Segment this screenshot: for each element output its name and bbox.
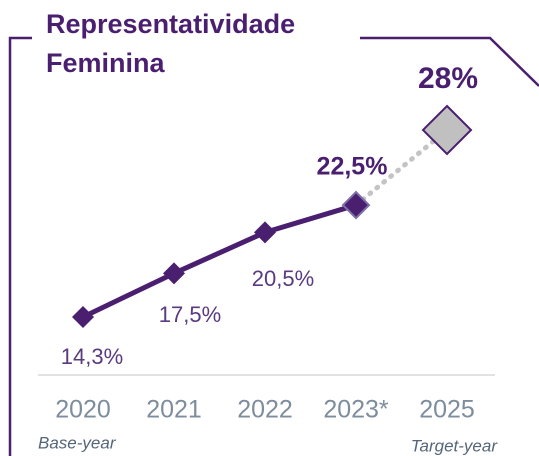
- data-label: 28%: [418, 62, 478, 95]
- x-tick-label: 2020: [55, 396, 111, 424]
- marker: [341, 190, 371, 220]
- target-line: [353, 127, 450, 208]
- data-label: 17,5%: [159, 302, 221, 327]
- x-tick-label: 2022: [237, 396, 293, 424]
- data-label: 14,3%: [61, 344, 123, 369]
- data-label: 22,5%: [317, 153, 388, 181]
- annotation: Base-year: [38, 433, 117, 452]
- data-label: 20,5%: [252, 266, 314, 291]
- marker: [421, 104, 473, 156]
- title-line: Feminina: [46, 48, 166, 78]
- x-tick-label: 2023*: [323, 396, 389, 424]
- annotation: Target-year: [411, 436, 499, 455]
- marker: [254, 221, 276, 244]
- line: [81, 202, 357, 320]
- marker: [72, 306, 94, 328]
- chart-title: Representatividade Feminina: [46, 9, 295, 78]
- x-tick-label: 2025: [419, 396, 475, 424]
- x-tick-label: 2021: [146, 396, 202, 424]
- marker: [163, 262, 185, 285]
- title-line: Representatividade: [46, 9, 295, 39]
- frame: [8, 36, 539, 456]
